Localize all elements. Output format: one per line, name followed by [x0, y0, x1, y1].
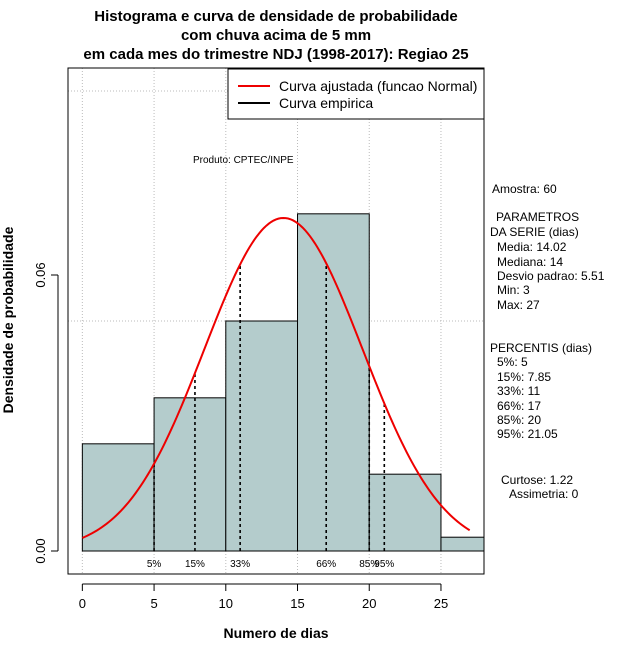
- y-tick-label-1: 0.06: [33, 262, 48, 287]
- stat-desvio: Desvio padrao: 5.51: [497, 269, 605, 283]
- stat-param-header-2: DA SERIE (dias): [490, 225, 579, 239]
- x-tick-label-1: 5: [150, 596, 157, 611]
- y-axis: 0.00 0.06: [33, 262, 59, 564]
- percentile-layer: 5% 15% 33% 66% 85%95%: [147, 263, 394, 570]
- stat-assimetria: Assimetria: 0: [509, 487, 579, 501]
- legend-label-empirical: Curva empirica: [279, 95, 373, 111]
- percentile-label-2: 33%: [230, 559, 250, 570]
- x-axis: 0 5 10 15 20 25: [79, 583, 448, 611]
- legend: Curva ajustada (funcao Normal) Curva emp…: [227, 68, 485, 120]
- normal-density-curve: [81, 216, 471, 539]
- stat-p5: 5%: 5: [497, 355, 528, 369]
- stat-p15: 15%: 7.85: [497, 370, 551, 384]
- x-tick-label-5: 25: [434, 596, 448, 611]
- histogram-bar-0: [81, 443, 155, 552]
- stat-media: Media: 14.02: [497, 240, 567, 254]
- y-axis-label: Densidade de probabilidade: [0, 226, 16, 413]
- stat-perc-header: PERCENTIS (dias): [490, 341, 592, 355]
- curve-layer: [81, 216, 471, 539]
- stat-min: Min: 3: [497, 283, 530, 297]
- side-statistics: Amostra: 60 PARAMETROS DA SERIE (dias) M…: [490, 182, 605, 501]
- bars-layer: [81, 213, 485, 552]
- histogram-bar-5: [440, 536, 485, 552]
- stat-max: Max: 27: [497, 298, 540, 312]
- stat-curtose: Curtose: 1.22: [501, 473, 573, 487]
- stat-amostra: Amostra: 60: [492, 182, 557, 196]
- percentile-label-3: 66%: [316, 559, 336, 570]
- percentile-label-5: 95%: [374, 559, 394, 570]
- legend-label-normal: Curva ajustada (funcao Normal): [279, 78, 477, 94]
- plot-frame: [67, 67, 485, 575]
- stat-p85: 85%: 20: [497, 413, 541, 427]
- x-tick-label-0: 0: [79, 596, 86, 611]
- histogram-bar-2: [225, 320, 299, 552]
- chart-title-line-2: com chuva acima de 5 mm: [181, 27, 371, 44]
- x-tick-label-3: 15: [290, 596, 304, 611]
- percentile-label-0: 5%: [147, 559, 162, 570]
- legend-box: [227, 68, 485, 120]
- histogram-bar-1: [153, 397, 227, 552]
- product-label: Produto: CPTEC/INPE: [193, 155, 294, 166]
- chart-title-line-1: Histograma e curva de densidade de proba…: [94, 8, 457, 25]
- percentile-label-1: 15%: [185, 559, 205, 570]
- stat-p33: 33%: 11: [497, 384, 540, 398]
- y-tick-label-0: 0.00: [33, 538, 48, 563]
- stat-mediana: Mediana: 14: [497, 255, 563, 269]
- stat-param-header-1: PARAMETROS: [496, 210, 579, 224]
- stat-p95: 95%: 21.05: [497, 427, 558, 441]
- histogram-bar-4: [368, 473, 442, 552]
- chart-title-line-3: em cada mes do trimestre NDJ (1998-2017)…: [83, 46, 468, 63]
- x-tick-label-4: 20: [362, 596, 376, 611]
- histogram-bar-3: [297, 213, 370, 552]
- x-axis-label: Numero de dias: [223, 625, 328, 641]
- x-tick-label-2: 10: [219, 596, 233, 611]
- percentile-label-4: 85%: [359, 559, 379, 570]
- stat-p66: 66%: 17: [497, 399, 541, 413]
